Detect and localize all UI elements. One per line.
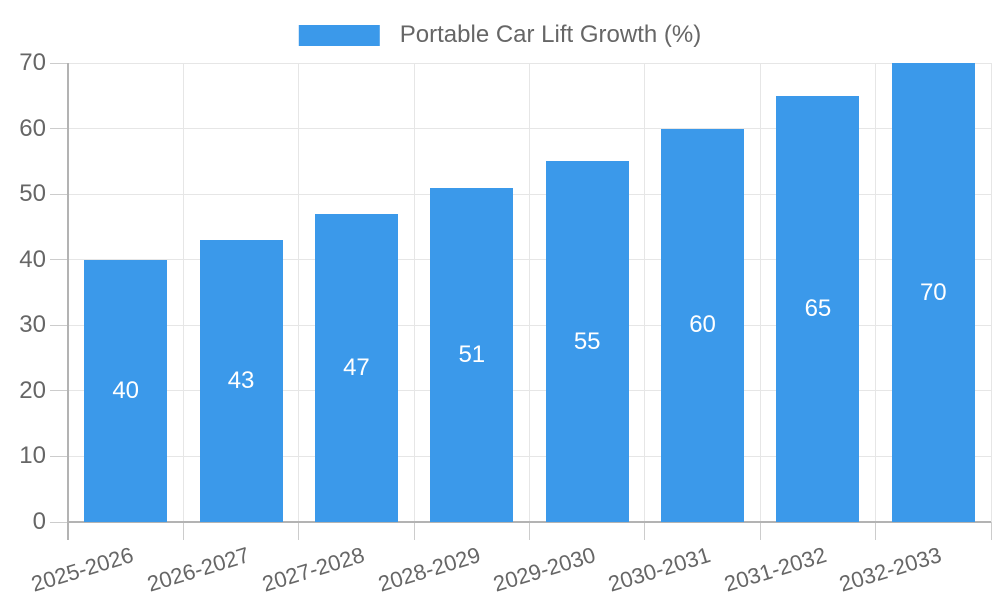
y-tick-label: 30 — [19, 311, 46, 339]
x-gridline — [875, 63, 877, 522]
x-gridline — [182, 63, 184, 522]
x-axis-line — [68, 521, 991, 523]
legend-label: Portable Car Lift Growth (%) — [399, 21, 702, 48]
bar[interactable] — [430, 187, 514, 522]
y-tick-label: 20 — [19, 376, 46, 404]
x-gridline — [644, 63, 646, 522]
x-tickmark — [875, 522, 877, 540]
x-tickmark — [529, 522, 530, 540]
x-tick-label: 2030-2031 — [605, 542, 714, 597]
bar-value-label: 65 — [804, 294, 832, 322]
y-tick-label: 50 — [19, 180, 46, 208]
x-tickmark — [413, 522, 415, 540]
y-tickmark — [50, 259, 68, 261]
y-tick-label: 10 — [19, 442, 46, 470]
bar-value-label: 40 — [112, 376, 140, 404]
x-gridline — [990, 63, 992, 522]
bar-value-label: 47 — [343, 353, 370, 381]
x-tick-label: 2025-2026 — [28, 542, 137, 597]
x-tickmark — [644, 522, 646, 540]
bar[interactable] — [84, 259, 168, 522]
legend-swatch — [298, 24, 380, 46]
bar-value-label: 43 — [227, 367, 255, 395]
x-tickmark — [298, 522, 300, 540]
x-gridline — [298, 63, 300, 522]
bar-value-label: 51 — [458, 340, 486, 368]
bar[interactable] — [661, 128, 745, 522]
x-tickmark — [990, 522, 992, 540]
y-tick-label: 60 — [19, 114, 46, 142]
legend[interactable]: Portable Car Lift Growth (%) — [298, 21, 702, 49]
bar[interactable] — [199, 240, 283, 522]
x-gridline — [529, 63, 530, 522]
bar[interactable] — [891, 63, 975, 522]
y-tickmark — [50, 193, 68, 195]
y-tickmark — [50, 521, 68, 523]
x-tick-label: 2029-2030 — [490, 542, 599, 597]
y-tick-label: 40 — [19, 245, 46, 273]
y-tickmark — [50, 62, 68, 64]
y-axis-line — [66, 63, 69, 540]
x-tick-label: 2026-2027 — [144, 542, 253, 597]
y-tick-label: 70 — [19, 49, 46, 76]
bar-value-label: 55 — [573, 327, 601, 355]
bar[interactable] — [545, 161, 629, 522]
y-tickmark — [50, 128, 68, 130]
x-tick-label: 2032-2033 — [836, 542, 945, 597]
bar[interactable] — [314, 213, 398, 522]
x-tick-label: 2028-2029 — [374, 542, 483, 597]
x-tickmark — [182, 522, 184, 540]
bar-value-label: 60 — [689, 311, 716, 339]
bar[interactable] — [776, 95, 860, 522]
y-tickmark — [50, 390, 68, 392]
x-gridline — [759, 63, 761, 522]
bar-value-label: 70 — [919, 278, 947, 306]
y-tickmark — [50, 455, 68, 457]
y-tickmark — [50, 324, 68, 326]
x-gridline — [413, 63, 415, 522]
x-tick-label: 2027-2028 — [259, 542, 368, 597]
x-tick-label: 2031-2032 — [721, 542, 829, 597]
y-tick-label: 0 — [32, 508, 46, 535]
x-tickmark — [759, 522, 761, 540]
